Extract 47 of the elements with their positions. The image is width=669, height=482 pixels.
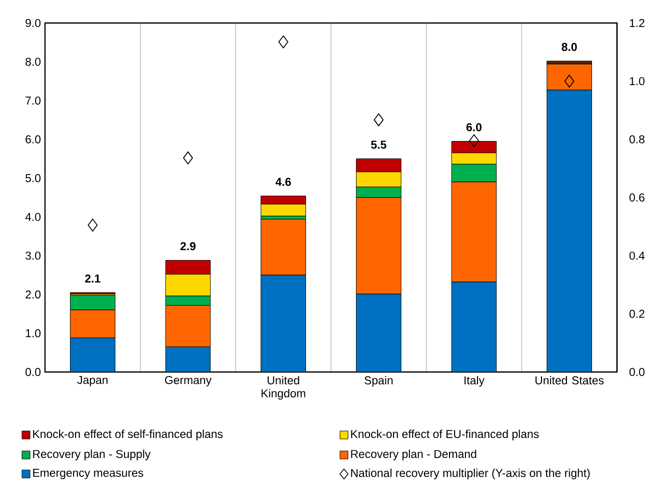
bar: [260, 218, 306, 276]
point: [183, 151, 193, 164]
bar: [165, 346, 211, 372]
total-label: 6.0: [466, 123, 482, 132]
y-tick-label: 9.0: [26, 18, 41, 28]
y2-tick-label: 1.0: [630, 77, 644, 86]
y-tick-label: 0.0: [26, 368, 41, 376]
total-label: 2.1: [85, 274, 100, 282]
y2-tick-label: 1.2: [630, 18, 644, 27]
x-tick-label: Japan: [77, 376, 108, 386]
bar: [356, 294, 402, 372]
total-label: 8.0: [562, 42, 577, 51]
total-label: 2.9: [180, 242, 196, 250]
y-tick-label: 1.0: [26, 329, 41, 338]
point: [374, 113, 384, 126]
legend-label: Emergency measures: [33, 468, 144, 480]
x-tick-label: Germany: [165, 376, 212, 386]
y2-tick-label: 0.6: [629, 193, 644, 202]
legend-label: National recovery multiplier (Y-axis on the right): [351, 468, 590, 480]
legend-label: Recovery plan - Demand: [351, 450, 476, 460]
total-label: 4.6: [276, 178, 291, 186]
bar: [260, 274, 306, 372]
y2-tick-label: 0.4: [629, 252, 645, 260]
legend-label: Knock-on effect of self-financed plans: [33, 430, 223, 440]
x-tick-label: United Kingdom: [262, 376, 306, 400]
point: [278, 35, 288, 48]
y-tick-label: 2.0: [26, 290, 41, 298]
point: [469, 134, 479, 148]
y-tick-label: 8.0: [26, 58, 41, 66]
x-tick-label: Spain: [364, 376, 393, 387]
point: [88, 218, 98, 232]
x-tick-label: Italy: [464, 376, 484, 387]
y-tick-label: 4.0: [25, 212, 41, 221]
bar: [546, 90, 592, 372]
x-tick-label: United States: [536, 376, 604, 384]
total-label: 5.5: [371, 140, 386, 149]
y-tick-label: 5.0: [26, 174, 41, 182]
bar: [451, 282, 497, 372]
y2-tick-label: 0.2: [629, 310, 644, 318]
y-tick-label: 3.0: [26, 252, 41, 260]
y2-tick-label: 0.8: [629, 135, 644, 144]
legend-label: Recovery plan - Supply: [33, 450, 151, 460]
legend-label: Knock-on effect of EU-financed plans: [351, 430, 539, 440]
y-tick-label: 6.0: [26, 135, 41, 144]
y2-tick-label: 0.0: [629, 368, 644, 376]
bar: [70, 338, 116, 372]
y-tick-label: 7.0: [26, 96, 41, 105]
